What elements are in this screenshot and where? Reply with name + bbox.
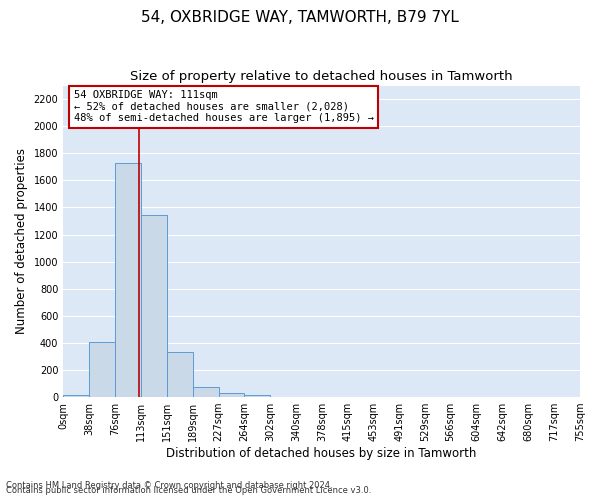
Bar [218, 393, 244, 397]
Bar [63, 395, 89, 397]
Bar [115, 163, 140, 397]
Bar [193, 387, 218, 397]
Title: Size of property relative to detached houses in Tamworth: Size of property relative to detached ho… [130, 70, 513, 83]
X-axis label: Distribution of detached houses by size in Tamworth: Distribution of detached houses by size … [166, 447, 477, 460]
Text: 54 OXBRIDGE WAY: 111sqm
← 52% of detached houses are smaller (2,028)
48% of semi: 54 OXBRIDGE WAY: 111sqm ← 52% of detache… [74, 90, 374, 124]
Text: Contains HM Land Registry data © Crown copyright and database right 2024.: Contains HM Land Registry data © Crown c… [6, 481, 332, 490]
Bar [89, 342, 115, 397]
Text: Contains public sector information licensed under the Open Government Licence v3: Contains public sector information licen… [6, 486, 371, 495]
Bar [140, 215, 167, 397]
Bar [167, 352, 193, 397]
Bar [244, 395, 270, 397]
Text: 54, OXBRIDGE WAY, TAMWORTH, B79 7YL: 54, OXBRIDGE WAY, TAMWORTH, B79 7YL [141, 10, 459, 25]
Y-axis label: Number of detached properties: Number of detached properties [15, 148, 28, 334]
